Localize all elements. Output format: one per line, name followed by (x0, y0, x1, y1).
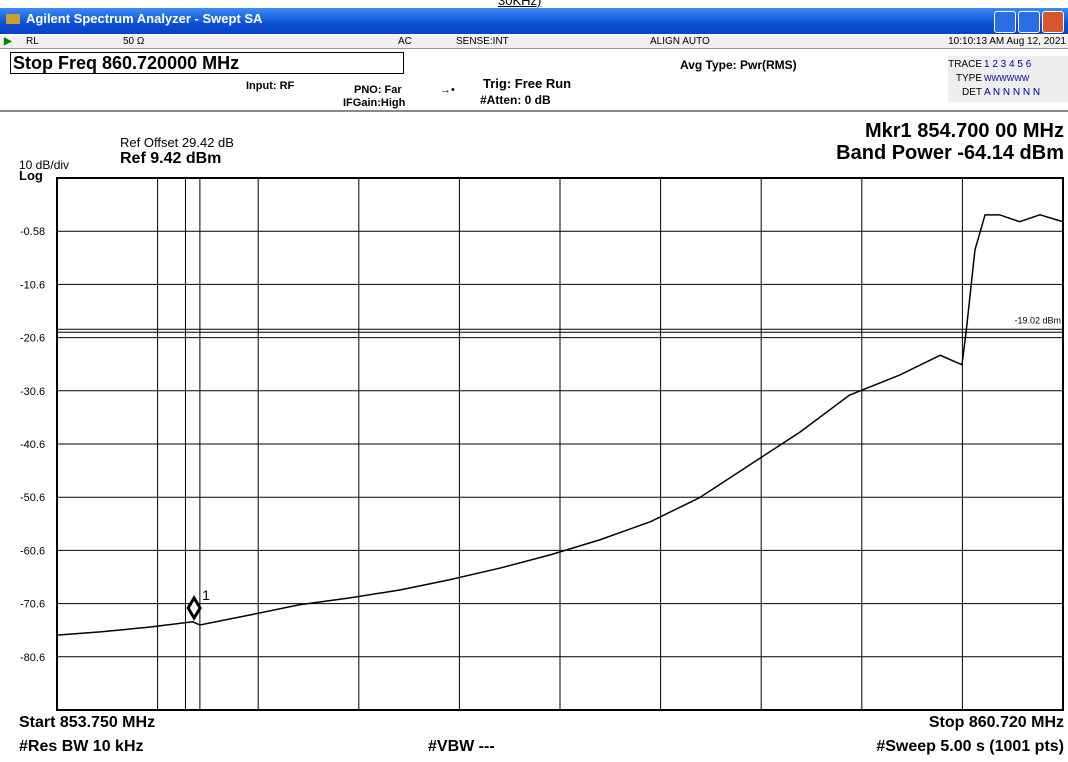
ifgain-setting: IFGain:High (343, 97, 406, 109)
y-tick-label: -60.6 (20, 545, 45, 557)
sweep: #Sweep 5.00 s (1001 pts) (876, 738, 1064, 755)
trace-label: TRACE (948, 59, 982, 70)
y-tick-label: -0.58 (20, 226, 45, 238)
marker (186, 595, 202, 621)
avg-type: Avg Type: Pwr(RMS) (680, 58, 797, 72)
clipped-text: 30KHz) (498, 0, 542, 8)
y-tick-label: -20.6 (20, 333, 45, 345)
status-align: ALIGN AUTO (650, 36, 710, 47)
display-line-label: -19.02 dBm (1014, 315, 1061, 325)
y-tick-label: -10.6 (20, 279, 45, 291)
scale: 10 dB/div (19, 158, 70, 172)
atten-setting: #Atten: 0 dB (480, 93, 551, 107)
trace-values: 1 2 3 4 5 6 (984, 59, 1032, 70)
band-power: Band Power -64.14 dBm (836, 142, 1064, 164)
status-bar: ▶ RL 50 Ω AC SENSE:INT ALIGN AUTO 10:10:… (0, 36, 1068, 49)
logo: ▶ (4, 36, 12, 47)
status-rl: RL (26, 36, 39, 47)
window-title: Agilent Spectrum Analyzer - Swept SA (26, 11, 263, 26)
status-sense: SENSE:INT (456, 36, 509, 47)
status-coupling: AC (398, 36, 412, 47)
start-freq: Start 853.750 MHz (19, 714, 156, 731)
marker-readout: Mkr1 854.700 00 MHz (864, 120, 1064, 142)
rbw: #Res BW 10 kHz (19, 738, 144, 755)
vbw: #VBW --- (428, 738, 495, 755)
ref-level: Ref 9.42 dBm (120, 150, 222, 167)
trig-setting: Trig: Free Run (483, 76, 572, 91)
status-impedance: 50 Ω (123, 36, 145, 47)
close-button[interactable] (1042, 11, 1064, 33)
scale-type: Log (19, 168, 43, 183)
trig-arrow: →• (440, 84, 455, 96)
pno-setting: PNO: Far (354, 84, 402, 96)
det-values: A N N N N N (984, 87, 1041, 98)
divider (0, 110, 1068, 112)
y-tick-label: -30.6 (20, 386, 45, 398)
input-setting: Input: RF (246, 80, 295, 92)
maximize-button[interactable] (1018, 11, 1040, 33)
app-icon (6, 14, 20, 24)
ref-offset: Ref Offset 29.42 dB (120, 135, 234, 150)
marker-label: 1 (202, 587, 210, 603)
title-bar: Agilent Spectrum Analyzer - Swept SA (0, 8, 1068, 34)
y-tick-label: -50.6 (20, 492, 45, 504)
minimize-button[interactable] (994, 11, 1016, 33)
y-tick-label: -40.6 (20, 439, 45, 451)
status-datetime: 10:10:13 AM Aug 12, 2021 (948, 36, 1066, 47)
det-label: DET (962, 87, 982, 98)
type-label: TYPE (955, 73, 982, 84)
stop-freq: Stop 860.720 MHz (928, 714, 1064, 731)
y-tick-label: -70.6 (20, 599, 45, 611)
y-tick-label: -80.6 (20, 652, 45, 664)
trace (56, 214, 1064, 636)
trace-panel: TRACE 1 2 3 4 5 6 TYPE WWWWWW DET A N N … (948, 56, 1068, 102)
type-values: WWWWWW (984, 74, 1030, 83)
stop-freq-field[interactable]: Stop Freq 860.720000 MHz (10, 52, 404, 74)
